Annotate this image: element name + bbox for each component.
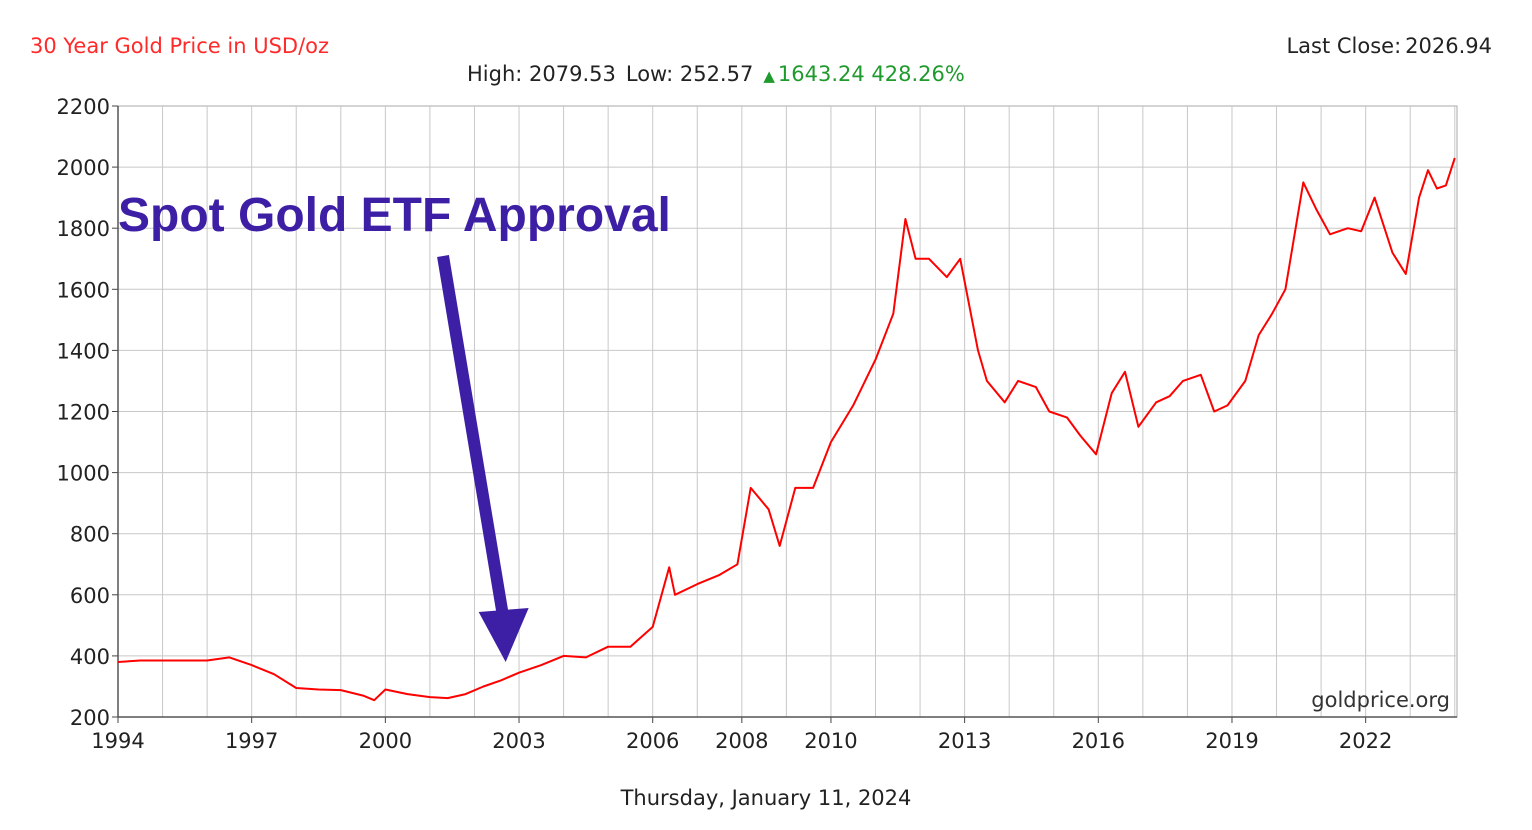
- x-tick-label: 1994: [91, 729, 144, 753]
- high-label: High:: [467, 62, 523, 86]
- low-value: 252.57: [679, 62, 754, 86]
- y-tick-label: 2000: [57, 156, 110, 180]
- x-tick-label: 2019: [1205, 729, 1258, 753]
- x-tick-label: 2013: [938, 729, 991, 753]
- x-tick-label: 1997: [225, 729, 278, 753]
- y-tick-label: 200: [70, 706, 110, 730]
- y-tick-label: 1200: [57, 401, 110, 425]
- x-tick-label: 2016: [1072, 729, 1125, 753]
- y-tick-label: 400: [70, 645, 110, 669]
- annotation-label: Spot Gold ETF Approval: [118, 189, 671, 242]
- last-close: Last Close: 2026.94: [1282, 34, 1492, 58]
- y-tick-label: 1800: [57, 217, 110, 241]
- up-triangle-icon: ▲: [763, 67, 775, 85]
- gold-price-chart: 200 400 600 800 1000 1200 1400 1600 1800 2000 2200…: [57, 95, 1458, 753]
- x-tick-label: 2010: [804, 729, 857, 753]
- high-value: 2079.53: [529, 62, 616, 86]
- gold-price-line: [117, 157, 1456, 702]
- y-tick-label: 1000: [57, 462, 110, 486]
- chart-date: Thursday, January 11, 2024: [620, 786, 912, 810]
- last-close-label: Last Close:: [1286, 34, 1402, 58]
- watermark: goldprice.org: [1311, 688, 1450, 712]
- y-tick-label: 800: [70, 523, 110, 547]
- price-stats: High: 2079.53 Low: 252.57 ▲ 1643.24 428.26%: [467, 62, 965, 86]
- y-tick-label: 600: [70, 584, 110, 608]
- x-tick-label: 2008: [715, 729, 768, 753]
- chart-title: 30 Year Gold Price in USD/oz: [30, 34, 330, 58]
- x-tick-label: 2000: [359, 729, 412, 753]
- x-tick-label: 2006: [626, 729, 679, 753]
- y-tick-label: 1600: [57, 278, 110, 302]
- y-tick-label: 1400: [57, 339, 110, 363]
- low-label: Low:: [625, 62, 674, 86]
- x-tick-label: 2003: [492, 729, 545, 753]
- change-value: 1643.24: [777, 62, 865, 86]
- last-close-value: 2026.94: [1405, 34, 1492, 58]
- annotation-arrow-head: [478, 608, 529, 662]
- x-tick-label: 2022: [1339, 729, 1392, 753]
- y-tick-label: 2200: [57, 95, 110, 119]
- annotation-arrow-shaft: [437, 255, 510, 621]
- change-percent: 428.26%: [871, 62, 965, 86]
